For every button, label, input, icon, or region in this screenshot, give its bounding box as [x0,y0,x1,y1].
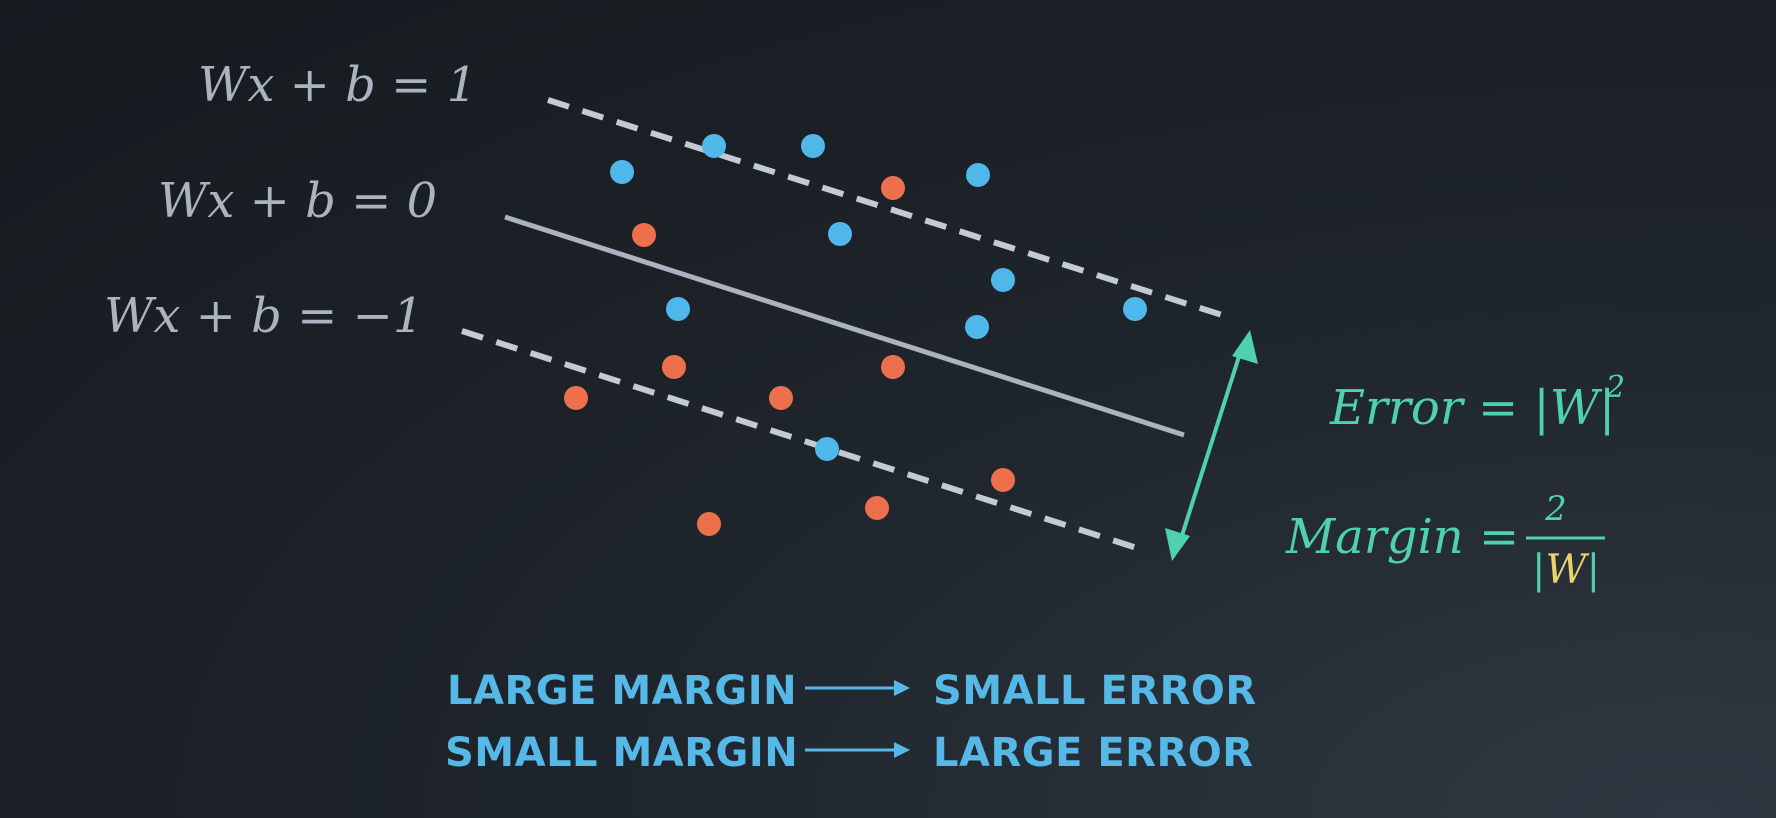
arrow-right-icon [894,742,910,758]
caption-row2-left: SMALL MARGIN [445,730,798,776]
orange-point [697,512,721,536]
svg-text:|W|: |W| [1532,547,1600,593]
arrow-right-icon [894,680,910,696]
blue-point [965,315,989,339]
arrowhead-down-icon [1165,528,1190,561]
orange-point [991,468,1015,492]
svg-text:Error = |W|: Error = |W| [1329,380,1615,436]
margin-formula: Margin = 2 |W| [1285,489,1605,593]
arrowhead-up-icon [1232,330,1258,364]
margin-denominator-bar-right: | [1587,547,1600,593]
orange-points [564,176,1015,536]
blue-points [610,134,1147,461]
blue-point [966,163,990,187]
margin-denominator-w: W [1545,547,1589,593]
blue-point [610,160,634,184]
upper-margin-line [547,97,1223,318]
orange-point [881,176,905,200]
blue-point [1123,297,1147,321]
upper-line-label: Wx + b = 1 [198,57,477,113]
caption-row1-left: LARGE MARGIN [447,668,797,714]
lower-margin-line [461,328,1141,552]
lower-line-label: Wx + b = −1 [104,288,423,344]
orange-point [769,386,793,410]
orange-point [662,355,686,379]
caption-row2-right: LARGE ERROR [933,730,1254,776]
orange-point [865,496,889,520]
margin-formula-lhs: Margin = [1285,509,1519,565]
error-formula: Error = |W| 2 [1329,370,1625,436]
captions: LARGE MARGIN SMALL ERROR SMALL MARGIN LA… [445,668,1257,776]
boundary-lines [461,97,1223,552]
blue-point [815,437,839,461]
blue-point [702,134,726,158]
orange-point [881,355,905,379]
caption-row1-right: SMALL ERROR [933,668,1257,714]
middle-line-label: Wx + b = 0 [158,173,437,229]
line-labels: Wx + b = 1 Wx + b = 0 Wx + b = −1 [104,57,477,344]
decision-boundary-line [504,214,1185,438]
margin-denominator-bar-left: | [1532,547,1545,593]
blue-point [801,134,825,158]
orange-point [564,386,588,410]
error-formula-exponent: 2 [1605,370,1625,405]
margin-formula-numerator: 2 [1544,489,1567,529]
orange-point [632,223,656,247]
blue-point [991,268,1015,292]
error-formula-lhs: Error = [1329,380,1534,436]
error-formula-norm: |W| [1534,380,1616,436]
blue-point [828,222,852,246]
margin-arrow [1165,330,1258,561]
blue-point [666,297,690,321]
